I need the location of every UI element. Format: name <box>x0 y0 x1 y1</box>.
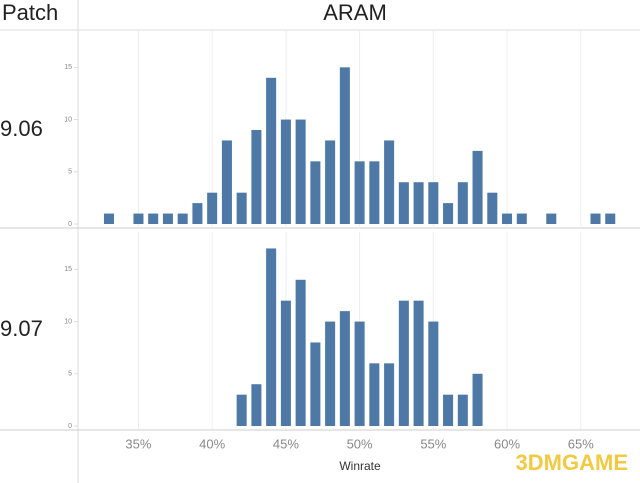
bar <box>177 213 188 224</box>
bar <box>590 213 601 224</box>
y-tick-label: 0 <box>68 221 72 228</box>
x-tick-label: 50% <box>347 436 373 451</box>
bar <box>236 394 247 426</box>
bar <box>384 363 395 426</box>
bar <box>236 192 247 224</box>
row-header: Patch <box>2 0 58 25</box>
bar <box>251 384 262 426</box>
y-tick-label: 10 <box>64 116 72 123</box>
bar <box>354 161 365 224</box>
bar <box>295 279 306 426</box>
bar <box>502 213 513 224</box>
bar <box>457 394 468 426</box>
bar <box>251 130 262 224</box>
bar <box>605 213 616 224</box>
x-tick-label: 55% <box>420 436 446 451</box>
bar <box>280 119 291 224</box>
bar <box>266 248 277 426</box>
bar <box>443 203 454 224</box>
y-tick-label: 15 <box>64 266 72 273</box>
y-tick-label: 5 <box>68 371 72 378</box>
bar <box>162 213 173 224</box>
bar <box>192 203 203 224</box>
y-tick-label: 0 <box>68 423 72 430</box>
bar <box>413 300 424 426</box>
bar <box>413 182 424 224</box>
bar <box>310 161 321 224</box>
bar <box>325 140 336 224</box>
bar <box>428 321 439 426</box>
bar <box>325 321 336 426</box>
bar <box>207 192 218 224</box>
x-tick-label: 65% <box>568 436 594 451</box>
x-tick-label: 60% <box>494 436 520 451</box>
x-tick-label: 40% <box>199 436 225 451</box>
bar <box>516 213 527 224</box>
y-tick-label: 5 <box>68 169 72 176</box>
bar <box>457 182 468 224</box>
bar <box>280 300 291 426</box>
bar <box>339 311 350 426</box>
bar <box>310 342 321 426</box>
bar <box>398 300 409 426</box>
panel-label: 9.07 <box>0 316 43 341</box>
bar <box>398 182 409 224</box>
bar <box>369 161 380 224</box>
y-tick-label: 15 <box>64 64 72 71</box>
bar <box>428 182 439 224</box>
bar <box>221 140 232 224</box>
bar <box>266 77 277 225</box>
bar <box>339 67 350 224</box>
bar <box>384 140 395 224</box>
bar <box>133 213 144 224</box>
bar <box>103 213 114 224</box>
bar <box>148 213 159 224</box>
panel-label: 9.06 <box>0 116 43 141</box>
bar <box>546 213 557 224</box>
bar <box>295 119 306 224</box>
bar <box>369 363 380 426</box>
bar <box>472 150 483 224</box>
bar <box>443 394 454 426</box>
bar <box>472 373 483 426</box>
bar <box>354 321 365 426</box>
bar <box>487 192 498 224</box>
x-tick-label: 45% <box>273 436 299 451</box>
y-tick-label: 10 <box>64 318 72 325</box>
x-axis-label: Winrate <box>339 459 381 473</box>
column-header: ARAM <box>323 0 387 25</box>
x-tick-label: 35% <box>125 436 151 451</box>
watermark: 3DMGAME <box>516 450 628 475</box>
